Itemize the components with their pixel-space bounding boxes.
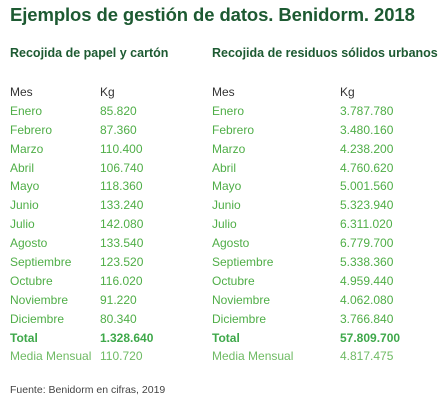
kg-cell: 3.480.160 bbox=[340, 122, 394, 137]
month-cell: Septiembre bbox=[10, 255, 72, 270]
month-cell: Mayo bbox=[212, 179, 242, 194]
month-cell: Agosto bbox=[212, 236, 250, 251]
kg-cell: 91.220 bbox=[100, 292, 137, 307]
table-row: Septiembre 123.520 bbox=[10, 253, 205, 272]
monthly-average-label: Media Mensual bbox=[212, 349, 294, 364]
monthly-average-value: 4.817.475 bbox=[340, 349, 394, 364]
kg-cell: 5.323.940 bbox=[340, 198, 394, 213]
kg-cell: 6.779.700 bbox=[340, 236, 394, 251]
source-footnote: Fuente: Benidorm en cifras, 2019 bbox=[10, 384, 166, 396]
month-cell: Agosto bbox=[10, 236, 48, 251]
kg-cell: 4.760.620 bbox=[340, 160, 394, 175]
kg-cell: 123.520 bbox=[100, 255, 144, 270]
month-cell: Abril bbox=[10, 160, 35, 175]
table-row: Enero 85.820 bbox=[10, 102, 205, 121]
month-cell: Octubre bbox=[10, 273, 53, 288]
kg-cell: 118.360 bbox=[100, 179, 143, 194]
table-row: Enero 3.787.780 bbox=[212, 102, 440, 121]
kg-cell: 6.311.020 bbox=[340, 217, 393, 232]
paper-cardboard-table: Mes Kg Enero 85.820 Febrero 87.360 Marzo 11… bbox=[10, 83, 205, 366]
month-cell: Diciembre bbox=[212, 311, 267, 326]
kg-cell: 85.820 bbox=[100, 103, 137, 118]
table-row: Julio 142.080 bbox=[10, 215, 205, 234]
month-cell: Mayo bbox=[10, 179, 40, 194]
solid-waste-table: Mes Kg Enero 3.787.780 Febrero 3.480.160 M… bbox=[212, 83, 440, 366]
table-row: Marzo 4.238.200 bbox=[212, 140, 440, 159]
solid-waste-section: Recojida de residuos sólidos urbanos Mes… bbox=[212, 44, 440, 363]
table-row: Marzo 110.400 bbox=[10, 140, 205, 159]
month-cell: Marzo bbox=[10, 141, 44, 156]
paper-cardboard-heading: Recojida de papel y cartón bbox=[10, 46, 169, 60]
kg-cell: 133.240 bbox=[100, 198, 144, 213]
month-cell: Junio bbox=[212, 198, 241, 213]
kg-cell: 4.062.080 bbox=[340, 292, 394, 307]
total-label: Total bbox=[212, 330, 240, 345]
total-value: 57.809.700 bbox=[340, 330, 401, 345]
table-header-row: Mes Kg bbox=[212, 83, 440, 102]
table-row: Junio 5.323.940 bbox=[212, 196, 440, 215]
month-cell: Noviembre bbox=[10, 292, 69, 307]
table-row: Julio 6.311.020 bbox=[212, 215, 440, 234]
table-row: Octubre 4.959.440 bbox=[212, 272, 440, 291]
month-cell: Julio bbox=[212, 217, 237, 232]
month-cell: Enero bbox=[10, 103, 43, 118]
month-cell: Junio bbox=[10, 198, 39, 213]
month-cell: Enero bbox=[212, 103, 245, 118]
kg-cell: 3.766.840 bbox=[340, 311, 394, 326]
month-cell: Octubre bbox=[212, 273, 255, 288]
month-cell: Abril bbox=[212, 160, 237, 175]
kg-cell: 106.740 bbox=[100, 160, 144, 175]
total-row: Total 1.328.640 bbox=[10, 329, 205, 348]
month-cell: Diciembre bbox=[10, 311, 65, 326]
table-row: Noviembre 4.062.080 bbox=[212, 291, 440, 310]
table-row: Mayo 5.001.560 bbox=[212, 177, 440, 196]
month-column-header: Mes bbox=[10, 85, 33, 99]
solid-waste-heading: Recojida de residuos sólidos urbanos bbox=[212, 46, 438, 60]
monthly-average-row: Media Mensual 4.817.475 bbox=[212, 347, 440, 366]
month-cell: Noviembre bbox=[212, 292, 271, 307]
month-cell: Febrero bbox=[212, 122, 255, 137]
month-cell: Septiembre bbox=[212, 255, 274, 270]
table-row: Mayo 118.360 bbox=[10, 177, 205, 196]
month-cell: Marzo bbox=[212, 141, 246, 156]
kg-cell: 4.959.440 bbox=[340, 273, 394, 288]
table-row: Abril 4.760.620 bbox=[212, 159, 440, 178]
table-row: Noviembre 91.220 bbox=[10, 291, 205, 310]
table-row: Diciembre 3.766.840 bbox=[212, 310, 440, 329]
kg-cell: 87.360 bbox=[100, 122, 137, 137]
kg-cell: 3.787.780 bbox=[340, 103, 394, 118]
kg-column-header: Kg bbox=[340, 85, 355, 99]
table-row: Agosto 133.540 bbox=[10, 234, 205, 253]
month-column-header: Mes bbox=[212, 85, 235, 99]
kg-cell: 5.338.360 bbox=[340, 255, 394, 270]
table-row: Septiembre 5.338.360 bbox=[212, 253, 440, 272]
table-row: Diciembre 80.340 bbox=[10, 310, 205, 329]
kg-cell: 110.400 bbox=[100, 141, 143, 156]
kg-cell: 80.340 bbox=[100, 311, 137, 326]
kg-cell: 133.540 bbox=[100, 236, 144, 251]
total-value: 1.328.640 bbox=[100, 330, 154, 345]
page-title: Ejemplos de gestión de datos. Benidorm. … bbox=[10, 4, 415, 25]
monthly-average-row: Media Mensual 110.720 bbox=[10, 347, 205, 366]
paper-cardboard-section: Recojida de papel y cartón Mes Kg Enero 8… bbox=[10, 44, 205, 363]
table-row: Febrero 87.360 bbox=[10, 121, 205, 140]
kg-cell: 142.080 bbox=[100, 217, 144, 232]
table-row: Abril 106.740 bbox=[10, 159, 205, 178]
table-row: Junio 133.240 bbox=[10, 196, 205, 215]
kg-column-header: Kg bbox=[100, 85, 115, 99]
kg-cell: 4.238.200 bbox=[340, 141, 394, 156]
monthly-average-value: 110.720 bbox=[100, 349, 143, 364]
table-row: Octubre 116.020 bbox=[10, 272, 205, 291]
total-label: Total bbox=[10, 330, 38, 345]
monthly-average-label: Media Mensual bbox=[10, 349, 92, 364]
table-header-row: Mes Kg bbox=[10, 83, 205, 102]
kg-cell: 5.001.560 bbox=[340, 179, 394, 194]
kg-cell: 116.020 bbox=[100, 273, 143, 288]
table-row: Febrero 3.480.160 bbox=[212, 121, 440, 140]
month-cell: Febrero bbox=[10, 122, 53, 137]
month-cell: Julio bbox=[10, 217, 35, 232]
total-row: Total 57.809.700 bbox=[212, 329, 440, 348]
table-row: Agosto 6.779.700 bbox=[212, 234, 440, 253]
